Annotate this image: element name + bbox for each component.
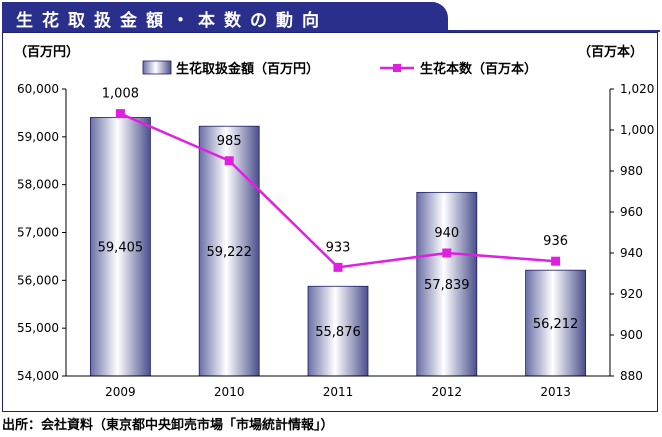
right-tick-label: 1,020: [620, 82, 654, 96]
bar: [198, 125, 260, 377]
page-title: 生花取扱金額・本数の動向: [16, 11, 328, 31]
legend-bar-label: 生花取扱金額（百万円）: [176, 61, 319, 77]
x-axis-labels: 2009 2010 2011 2012 2013: [105, 385, 571, 399]
line-series: 1,008 985 933 940 936: [102, 87, 568, 272]
left-tick-label: 60,000: [17, 82, 59, 96]
left-tick-label: 57,000: [17, 226, 59, 240]
legend-bar-swatch: [142, 60, 172, 75]
bar-value-label: 55,876: [315, 325, 361, 340]
line-point: [551, 256, 561, 266]
left-tick-label: 59,000: [17, 130, 59, 144]
bar-value-label: 59,222: [206, 245, 252, 260]
left-axis-unit: （百万円）: [14, 44, 79, 60]
x-tick-label: 2010: [214, 385, 245, 399]
right-tick-label: 980: [620, 164, 643, 178]
x-tick-label: 2013: [540, 385, 571, 399]
left-tick-label: 58,000: [17, 178, 59, 192]
left-tick-label: 54,000: [17, 369, 59, 383]
title-underline: [2, 30, 660, 32]
line-value-label: 1,008: [102, 87, 139, 102]
chart-frame: [2, 32, 658, 412]
bar-value-label: 57,839: [424, 278, 470, 293]
legend-line-label: 生花本数（百万本）: [420, 61, 537, 77]
bar: [307, 285, 369, 377]
x-tick-label: 2009: [105, 385, 136, 399]
line-value-label: 940: [434, 226, 459, 241]
bar-value-label: 59,405: [98, 241, 144, 256]
line-point: [224, 156, 234, 166]
right-tick-label: 880: [620, 369, 643, 383]
x-tick-label: 2012: [432, 385, 463, 399]
title-banner: 生花取扱金額・本数の動向: [2, 2, 448, 31]
line-point: [442, 248, 452, 258]
bar-series: 59,405 59,222 55,876 57,839 56,212: [90, 117, 586, 377]
line-value-label: 936: [543, 234, 568, 249]
right-axis-ticks: 880 900 920 940 960 980 1,000 1,020: [610, 82, 654, 383]
x-tick-label: 2011: [323, 385, 354, 399]
line-value-label: 985: [217, 134, 242, 149]
right-tick-label: 940: [620, 246, 643, 260]
bar: [525, 269, 586, 377]
left-axis-ticks: 54,000 55,000 56,000 57,000 58,000 59,000 60,0…: [17, 82, 66, 383]
source-note: 出所：会社資料（東京都中央卸売市場「市場統計情報」）: [2, 418, 334, 433]
left-tick-label: 56,000: [17, 273, 59, 287]
bar-value-label: 56,212: [533, 317, 579, 332]
axes: [65, 89, 611, 377]
bar: [416, 191, 478, 377]
legend-line-marker: [393, 64, 401, 72]
right-tick-label: 1,000: [620, 123, 654, 137]
right-tick-label: 920: [620, 287, 643, 301]
right-axis-unit: （百万本）: [578, 44, 643, 60]
line-value-label: 933: [326, 240, 351, 255]
bar: [90, 117, 151, 377]
legend: 生花取扱金額（百万円） 生花本数（百万本）: [142, 60, 537, 77]
left-tick-label: 55,000: [17, 321, 59, 335]
line-point: [333, 262, 343, 272]
right-tick-label: 900: [620, 328, 643, 342]
line-point: [115, 109, 125, 119]
right-tick-label: 960: [620, 205, 643, 219]
